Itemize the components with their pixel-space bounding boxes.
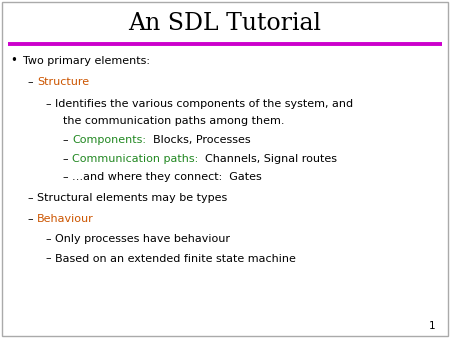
Text: the communication paths among them.: the communication paths among them. [63, 116, 284, 126]
Text: Two primary elements:: Two primary elements: [23, 56, 150, 66]
Text: Communication paths:: Communication paths: [72, 154, 198, 164]
Text: •: • [10, 54, 17, 67]
Text: Structure: Structure [37, 77, 89, 87]
Text: –: – [27, 193, 32, 203]
Text: –: – [62, 172, 68, 183]
Text: Based on an extended finite state machine: Based on an extended finite state machin… [55, 254, 296, 264]
Text: –: – [45, 254, 50, 264]
Text: Components:: Components: [72, 135, 146, 145]
Text: –: – [62, 154, 68, 164]
Text: Structural elements may be types: Structural elements may be types [37, 193, 227, 203]
Text: 1: 1 [429, 320, 436, 331]
Text: Blocks, Processes: Blocks, Processes [146, 135, 251, 145]
Text: –: – [62, 135, 68, 145]
Text: –: – [27, 214, 32, 224]
Text: –: – [45, 234, 50, 244]
Text: An SDL Tutorial: An SDL Tutorial [129, 12, 321, 35]
Text: –: – [27, 77, 32, 87]
Text: …and where they connect:  Gates: …and where they connect: Gates [72, 172, 262, 183]
Text: Behaviour: Behaviour [37, 214, 94, 224]
Text: Only processes have behaviour: Only processes have behaviour [55, 234, 230, 244]
Text: –: – [45, 99, 50, 109]
Text: Channels, Signal routes: Channels, Signal routes [198, 154, 337, 164]
Text: Identifies the various components of the system, and: Identifies the various components of the… [55, 99, 353, 109]
